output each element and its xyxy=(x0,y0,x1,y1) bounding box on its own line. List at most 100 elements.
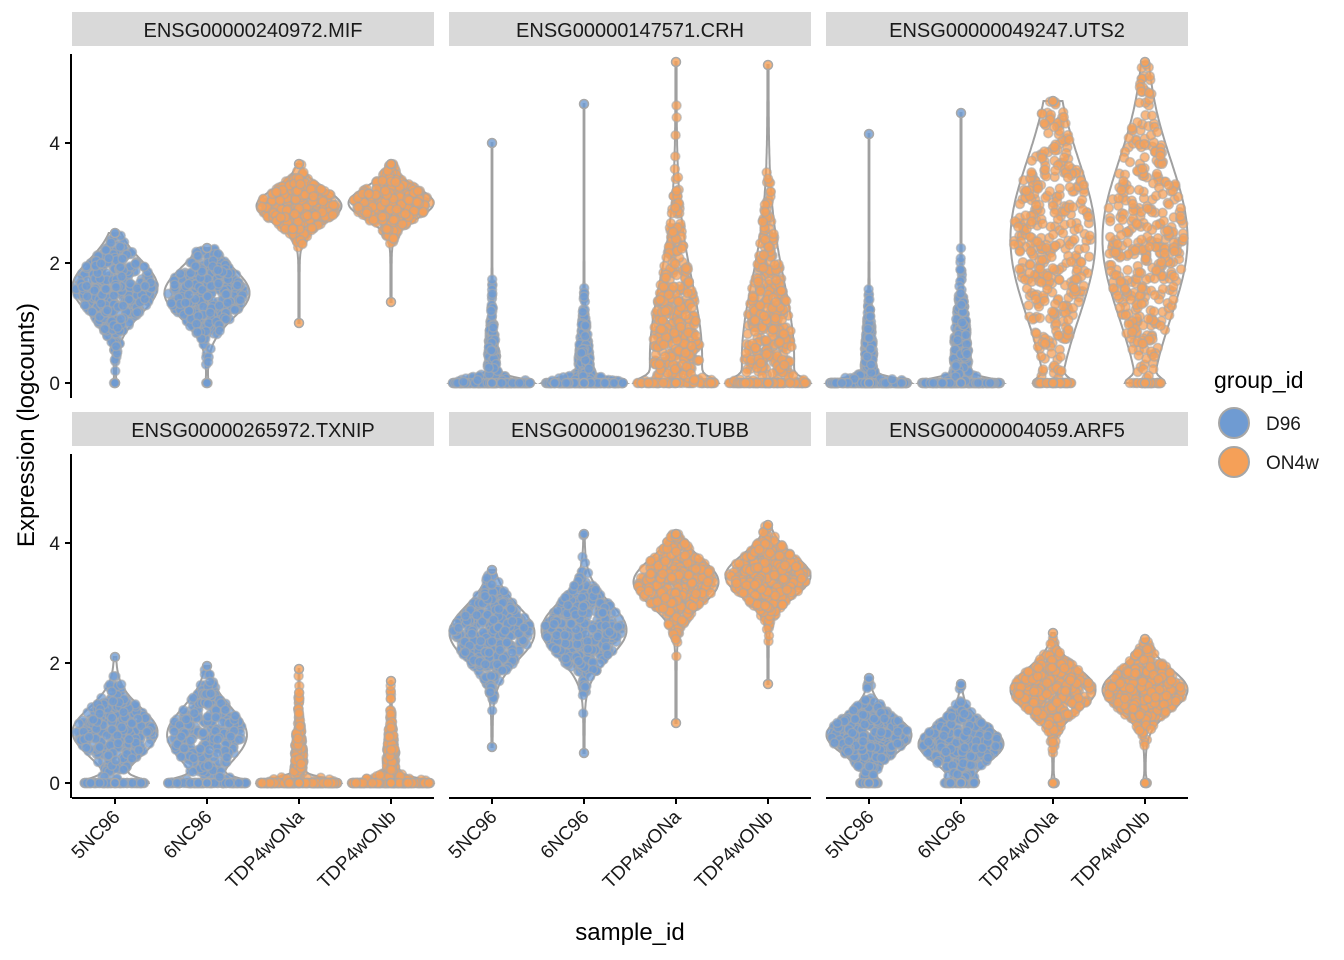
point xyxy=(956,299,967,311)
point-min xyxy=(1047,377,1059,389)
point xyxy=(1175,211,1186,222)
violin-points-mif-5nc96 xyxy=(71,227,160,389)
point xyxy=(950,360,962,372)
point xyxy=(1032,183,1044,194)
point xyxy=(741,366,752,378)
point xyxy=(1049,121,1060,133)
point xyxy=(675,321,687,333)
strip-mif xyxy=(72,12,434,46)
point xyxy=(377,211,388,222)
point xyxy=(1122,264,1133,276)
point xyxy=(496,377,507,389)
point xyxy=(750,342,761,354)
point-max xyxy=(1047,95,1059,107)
point xyxy=(1083,251,1095,262)
point xyxy=(1064,134,1075,146)
point xyxy=(676,243,688,255)
point xyxy=(1046,348,1057,359)
point xyxy=(1031,328,1042,339)
point xyxy=(896,377,907,389)
point xyxy=(1049,207,1060,218)
point xyxy=(672,172,684,183)
point-min xyxy=(486,377,498,389)
point xyxy=(583,363,595,375)
point xyxy=(1046,306,1058,317)
point xyxy=(458,376,469,388)
point xyxy=(1039,338,1051,349)
point xyxy=(690,330,702,342)
point xyxy=(483,362,495,373)
point xyxy=(1073,223,1084,234)
point xyxy=(1069,234,1080,245)
point xyxy=(671,100,682,111)
violin-crh-tdp4wonb xyxy=(723,59,813,389)
point xyxy=(1047,262,1059,274)
point xyxy=(1158,215,1170,227)
point xyxy=(192,327,203,338)
point xyxy=(102,305,113,316)
point xyxy=(1026,155,1038,166)
point xyxy=(660,305,671,317)
point xyxy=(972,377,984,389)
point xyxy=(1070,273,1082,285)
point xyxy=(757,262,769,274)
point xyxy=(1039,164,1051,176)
point xyxy=(1157,207,1168,219)
point xyxy=(665,217,677,229)
point xyxy=(578,291,590,302)
point xyxy=(1041,242,1052,254)
point xyxy=(1078,179,1090,191)
point xyxy=(1065,256,1077,268)
point xyxy=(770,312,781,324)
point xyxy=(956,317,968,328)
point xyxy=(1103,202,1115,214)
point xyxy=(1078,280,1090,292)
point xyxy=(1025,246,1037,257)
point xyxy=(654,294,666,306)
point xyxy=(412,185,424,197)
point xyxy=(130,258,141,269)
point xyxy=(353,201,364,213)
point xyxy=(657,315,668,326)
point xyxy=(1047,229,1059,240)
point xyxy=(472,374,483,386)
point xyxy=(862,323,874,335)
point xyxy=(1175,263,1187,275)
point xyxy=(767,324,779,335)
point xyxy=(202,356,214,368)
point xyxy=(1024,267,1035,279)
point xyxy=(749,326,761,337)
point xyxy=(295,178,306,190)
point xyxy=(1063,324,1074,335)
point xyxy=(306,222,318,234)
point xyxy=(1037,218,1048,229)
violin-mif-6nc96 xyxy=(163,242,251,389)
violin-crh-tdp4wona xyxy=(631,56,721,389)
point xyxy=(232,280,243,291)
point xyxy=(686,302,698,313)
point xyxy=(786,341,797,352)
point xyxy=(486,274,498,285)
point xyxy=(1057,227,1069,239)
point xyxy=(577,306,589,318)
point xyxy=(886,374,898,385)
violin-uts2-5nc96 xyxy=(823,128,915,389)
point xyxy=(705,377,717,389)
point xyxy=(580,330,591,342)
point xyxy=(1036,254,1048,266)
point-max xyxy=(486,137,498,149)
point xyxy=(485,305,497,317)
point xyxy=(759,206,771,218)
point xyxy=(213,278,224,289)
point xyxy=(952,335,963,346)
panels-layer: ENSG00000240972.MIF ENSG00000147571.CRH EN… xyxy=(70,12,1189,789)
point xyxy=(1079,242,1091,254)
point xyxy=(388,214,399,226)
point-max xyxy=(955,107,967,119)
strip-title-mif: ENSG00000240972.MIF xyxy=(143,20,362,42)
point xyxy=(1046,251,1057,263)
point xyxy=(317,196,329,207)
point xyxy=(390,176,401,188)
point xyxy=(693,354,705,366)
